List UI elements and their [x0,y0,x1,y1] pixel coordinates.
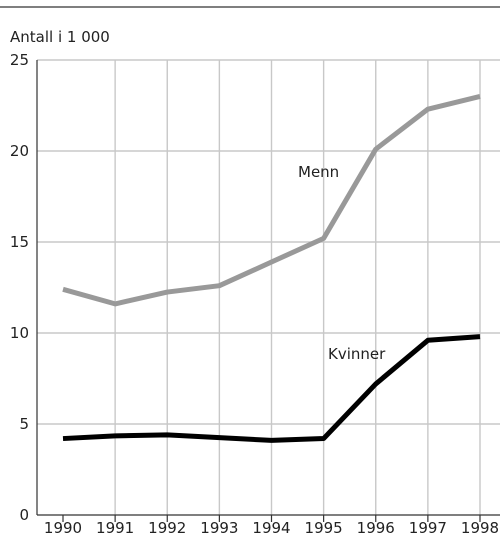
x-tick-label: 1997 [409,519,447,537]
x-tick-label: 1993 [200,519,238,537]
x-tick-label: 1990 [44,519,82,537]
y-tick-labels: 0 5 10 15 20 25 [10,51,29,524]
x-tick-label: 1996 [357,519,395,537]
x-tick-label: 1994 [252,519,290,537]
y-tick-label: 5 [19,415,29,433]
series-label-kvinner: Kvinner [328,345,386,363]
series-line-menn [62,93,481,307]
axes [36,60,500,522]
y-tick-label: 15 [10,233,29,251]
series-label-menn: Menn [298,163,339,181]
y-tick-label: 20 [10,142,29,160]
y-tick-label: 25 [10,51,29,69]
x-tick-label: 1998 [461,519,499,537]
gridlines [37,59,500,515]
y-axis-label: Antall i 1 000 [10,28,110,46]
x-tick-label: 1995 [305,519,343,537]
series-lines [62,93,481,443]
x-tick-label: 1991 [96,519,134,537]
x-tick-label: 1992 [148,519,186,537]
y-tick-label: 0 [19,506,29,524]
y-tick-label: 10 [10,324,29,342]
series-line-kvinner [62,334,481,443]
x-tick-labels: 1990 1991 1992 1993 1994 1995 1996 1997 1998 [44,519,499,537]
series-labels: Menn Kvinner [298,163,386,363]
